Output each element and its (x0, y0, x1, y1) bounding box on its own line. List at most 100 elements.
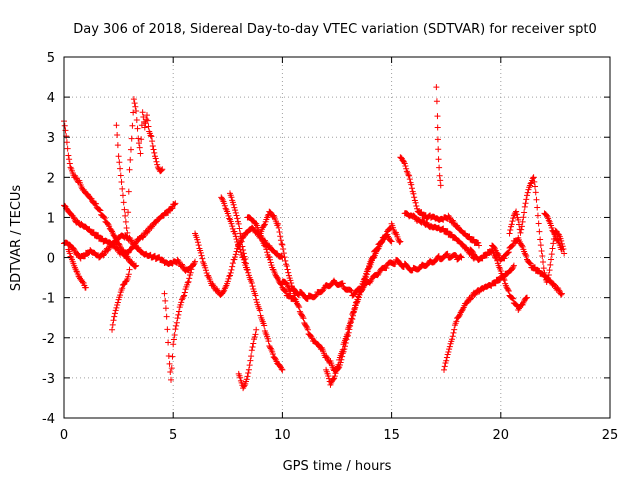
data-point (293, 300, 300, 307)
data-point (192, 258, 199, 265)
data-point (252, 331, 259, 338)
data-point (70, 245, 77, 252)
data-point (141, 124, 148, 131)
data-point (411, 213, 418, 220)
data-point (127, 236, 134, 243)
data-point (187, 269, 194, 276)
data-point (170, 341, 177, 348)
data-point (109, 241, 116, 248)
data-point (225, 212, 232, 219)
data-point (513, 211, 520, 218)
data-point (479, 255, 486, 262)
data-point (537, 236, 544, 243)
data-point (85, 191, 92, 198)
data-point (117, 292, 124, 299)
data-point (151, 149, 158, 156)
series-track-16 (397, 154, 482, 249)
series-track-22 (506, 174, 537, 237)
data-point (555, 286, 562, 293)
data-point (550, 240, 557, 247)
series-track-21 (489, 234, 565, 298)
data-point (222, 205, 229, 212)
data-point (392, 260, 399, 267)
data-point (180, 293, 187, 300)
data-point (507, 226, 514, 233)
data-point (331, 373, 338, 380)
data-point (241, 382, 248, 389)
data-point (152, 155, 159, 162)
data-point (232, 207, 239, 214)
data-point (285, 272, 292, 279)
data-point (154, 161, 161, 168)
data-point (71, 246, 78, 253)
data-point (434, 124, 441, 131)
data-point (143, 229, 150, 236)
data-point (332, 370, 339, 377)
y-tick-label: -3 (42, 372, 55, 387)
data-point (112, 307, 119, 314)
data-point (543, 212, 550, 219)
data-point (240, 246, 247, 253)
data-point (261, 240, 268, 247)
data-point (347, 318, 354, 325)
data-point (239, 243, 246, 250)
data-point (515, 216, 522, 223)
series-track-19 (441, 262, 517, 373)
data-point (184, 279, 191, 286)
data-point (521, 250, 528, 257)
data-point (446, 346, 453, 353)
data-point (171, 331, 178, 338)
data-point (150, 146, 157, 153)
data-point (114, 142, 121, 149)
data-point (253, 296, 260, 303)
data-point (181, 289, 188, 296)
data-point (550, 229, 557, 236)
series-track-12 (244, 214, 299, 305)
data-point (173, 322, 180, 329)
data-point (475, 239, 482, 246)
data-point (214, 287, 221, 294)
data-point (114, 302, 121, 309)
data-point (159, 166, 166, 173)
data-point (256, 307, 263, 314)
data-point (131, 100, 138, 107)
data-point (382, 232, 389, 239)
data-point (194, 239, 201, 246)
data-point (165, 339, 172, 346)
data-point (125, 271, 132, 278)
data-point (378, 239, 385, 246)
data-point (140, 233, 147, 240)
data-point (261, 242, 268, 249)
data-point (162, 297, 169, 304)
data-point (178, 261, 185, 268)
data-point (532, 183, 539, 190)
data-point (127, 146, 134, 153)
data-point (161, 290, 168, 297)
data-point (241, 259, 248, 266)
data-point (434, 113, 441, 120)
data-point (446, 213, 453, 220)
data-point (529, 175, 536, 182)
data-point (501, 277, 508, 284)
data-point (172, 200, 179, 207)
data-point (516, 305, 522, 312)
data-point (280, 250, 287, 257)
data-point (284, 266, 291, 273)
data-point (125, 255, 132, 262)
data-point (505, 249, 512, 256)
data-point (499, 274, 506, 281)
data-point (177, 301, 184, 308)
data-point (275, 277, 282, 284)
data-point (494, 251, 501, 258)
data-point (218, 194, 225, 201)
data-point (434, 136, 441, 143)
data-point (82, 284, 89, 291)
data-point (449, 333, 456, 340)
data-point (266, 253, 273, 260)
data-point (144, 117, 151, 124)
data-point (64, 145, 71, 152)
data-point (122, 212, 129, 219)
data-point (418, 209, 425, 216)
data-point (509, 242, 516, 249)
